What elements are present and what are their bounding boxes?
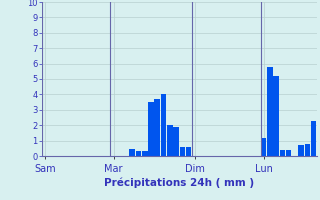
Bar	[148, 102, 154, 156]
Bar	[305, 144, 310, 156]
Bar	[273, 76, 279, 156]
Bar	[311, 121, 316, 156]
Bar	[186, 147, 191, 156]
Bar	[142, 151, 148, 156]
Bar	[167, 125, 172, 156]
Bar	[136, 151, 141, 156]
Bar	[267, 67, 273, 156]
Bar	[161, 94, 166, 156]
Bar	[155, 99, 160, 156]
Bar	[286, 150, 292, 156]
Bar	[130, 149, 135, 156]
Bar	[261, 138, 267, 156]
Bar	[173, 127, 179, 156]
X-axis label: Précipitations 24h ( mm ): Précipitations 24h ( mm )	[104, 178, 254, 188]
Bar	[280, 150, 285, 156]
Bar	[180, 147, 185, 156]
Bar	[298, 145, 304, 156]
